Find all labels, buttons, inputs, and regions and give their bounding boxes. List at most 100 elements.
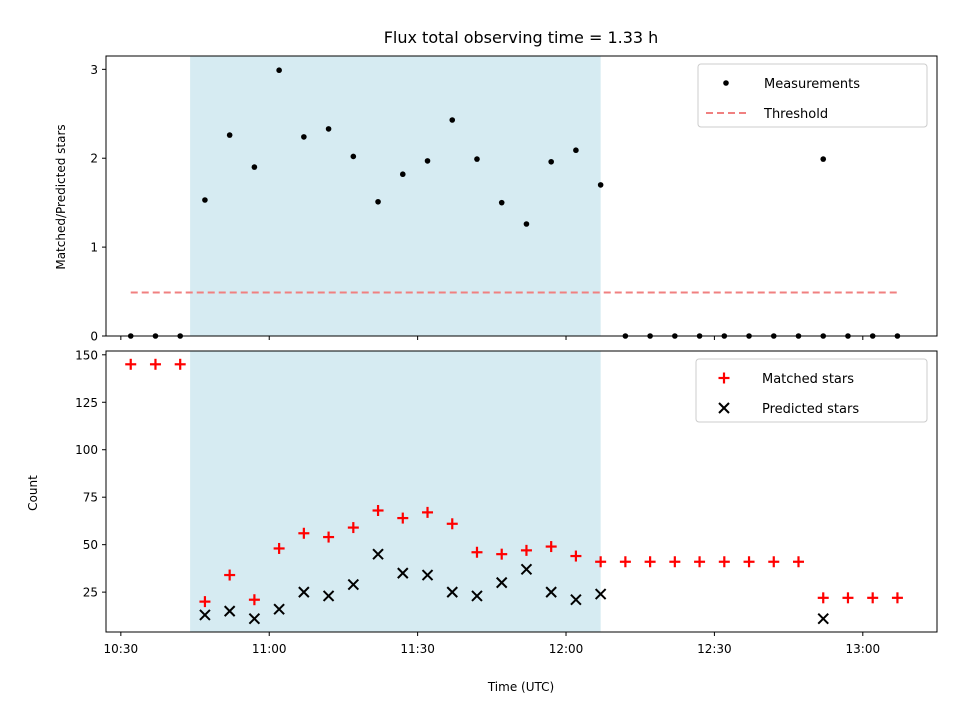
predicted-stars-point-b xyxy=(817,613,829,625)
matched-stars-point xyxy=(397,512,409,524)
measurements-point xyxy=(498,199,505,206)
predicted-stars-point-b xyxy=(322,590,335,602)
predicted-stars-point xyxy=(421,569,434,581)
matched-stars-point xyxy=(520,544,532,556)
top-y-tick-label: 3 xyxy=(90,63,98,77)
measurements-point xyxy=(399,171,406,178)
x-tick-label: 13:00 xyxy=(846,642,881,656)
matched-stars-point xyxy=(619,556,631,568)
predicted-stars-point xyxy=(273,603,285,615)
predicted-stars-point-b xyxy=(570,594,582,606)
measurements-point xyxy=(573,147,579,154)
measurements-point xyxy=(251,164,258,170)
measurements-point xyxy=(597,182,604,188)
measurements-point xyxy=(226,132,233,138)
predicted-stars-point xyxy=(471,590,483,602)
measurements-point xyxy=(424,158,431,164)
matched-stars-point xyxy=(298,527,310,539)
top-axes-frame xyxy=(105,55,938,337)
matched-stars-point xyxy=(867,592,879,604)
matched-stars-point xyxy=(149,358,161,370)
matched-stars-point xyxy=(669,556,681,568)
bottom-y-tick-label: 150 xyxy=(75,348,98,362)
measurements-point xyxy=(301,134,307,140)
predicted-stars-point xyxy=(347,578,360,591)
matched-stars-point xyxy=(743,556,755,568)
predicted-stars-point-b xyxy=(223,605,236,617)
matched-stars-point xyxy=(644,556,656,568)
predicted-stars-point xyxy=(570,594,582,606)
bottom-shaded-interval xyxy=(190,351,601,632)
top-panel: 0 1 2 3 Measurements Threshold xyxy=(90,55,938,344)
matched-stars-point xyxy=(768,556,780,568)
predicted-stars-point-b xyxy=(248,613,261,625)
bottom-y-tick-label: 125 xyxy=(75,396,98,410)
bottom-y-tick-label: 75 xyxy=(83,491,98,505)
predicted-stars-point-b xyxy=(594,588,607,600)
top-legend: Measurements Threshold xyxy=(697,63,928,128)
top-y-tick-label: 2 xyxy=(90,152,98,166)
x-axis-label: Time (UTC) xyxy=(487,680,554,694)
matched-stars-point xyxy=(422,506,434,518)
bottom-legend: Matched stars Predicted stars xyxy=(695,358,928,423)
top-shaded-interval xyxy=(190,56,601,336)
legend-swatch xyxy=(723,80,729,86)
predicted-stars-point-b xyxy=(446,586,458,598)
matched-stars-point xyxy=(347,522,359,534)
predicted-stars-point-b xyxy=(496,576,508,589)
predicted-stars-point xyxy=(248,613,261,625)
bottom-y-axis-label: Count xyxy=(26,475,40,511)
measurements-point xyxy=(325,126,332,132)
legend-swatch-b xyxy=(718,402,730,414)
predicted-stars-point-b xyxy=(372,548,384,560)
matched-stars-point xyxy=(273,542,285,554)
predicted-stars-point xyxy=(520,563,533,576)
predicted-stars-point-b xyxy=(199,609,211,621)
bottom-panel: 25 50 75 100 125 150 10:30 11:00 11:30 12:00 12:30… xyxy=(75,348,938,656)
matched-stars-point xyxy=(793,556,804,568)
legend-swatch xyxy=(718,372,730,384)
predicted-stars-point xyxy=(817,613,829,625)
measurements-point xyxy=(449,117,456,123)
matched-stars-point xyxy=(570,550,582,562)
x-tick-label: 11:30 xyxy=(400,642,435,656)
predicted-stars-point xyxy=(446,586,458,598)
legend-label: Threshold xyxy=(763,107,828,122)
legend-swatch xyxy=(718,402,730,414)
legend-label: Measurements xyxy=(764,77,860,92)
legend-label: Predicted stars xyxy=(762,402,859,417)
measurements-point xyxy=(523,221,530,227)
matched-stars-point xyxy=(842,592,854,604)
matched-stars-point xyxy=(372,504,384,516)
predicted-stars-point-b xyxy=(545,586,557,598)
bottom-y-tick-label: 100 xyxy=(75,443,98,457)
matched-stars-point xyxy=(224,569,236,581)
measurements-point xyxy=(820,156,827,162)
predicted-stars-point-b xyxy=(421,569,434,581)
matched-stars-point xyxy=(817,592,829,604)
predicted-stars-point-b xyxy=(397,567,409,579)
measurements-point xyxy=(474,156,480,162)
bottom-y-tick-label: 50 xyxy=(83,538,98,552)
matched-stars-point xyxy=(446,518,458,530)
x-tick-label: 10:30 xyxy=(104,642,139,656)
predicted-stars-point xyxy=(298,586,310,598)
predicted-stars-point-b xyxy=(520,563,533,576)
x-tick-label: 11:00 xyxy=(252,642,287,656)
matched-stars-point xyxy=(545,541,557,553)
top-y-tick-label: 1 xyxy=(90,241,98,255)
matched-stars-point xyxy=(248,594,260,606)
measurements-point xyxy=(548,158,554,165)
matched-stars-point xyxy=(496,548,508,560)
predicted-stars-point xyxy=(372,548,384,560)
x-tick-label: 12:30 xyxy=(697,642,732,656)
matched-stars-point xyxy=(125,358,137,370)
predicted-stars-point xyxy=(322,590,335,602)
bottom-legend-box xyxy=(695,358,928,423)
chart-title: Flux total observing time = 1.33 h xyxy=(384,28,659,47)
predicted-stars-point-b xyxy=(298,586,310,598)
matched-stars-point xyxy=(891,592,903,604)
predicted-stars-point xyxy=(397,567,409,579)
matched-stars-point xyxy=(174,358,186,370)
